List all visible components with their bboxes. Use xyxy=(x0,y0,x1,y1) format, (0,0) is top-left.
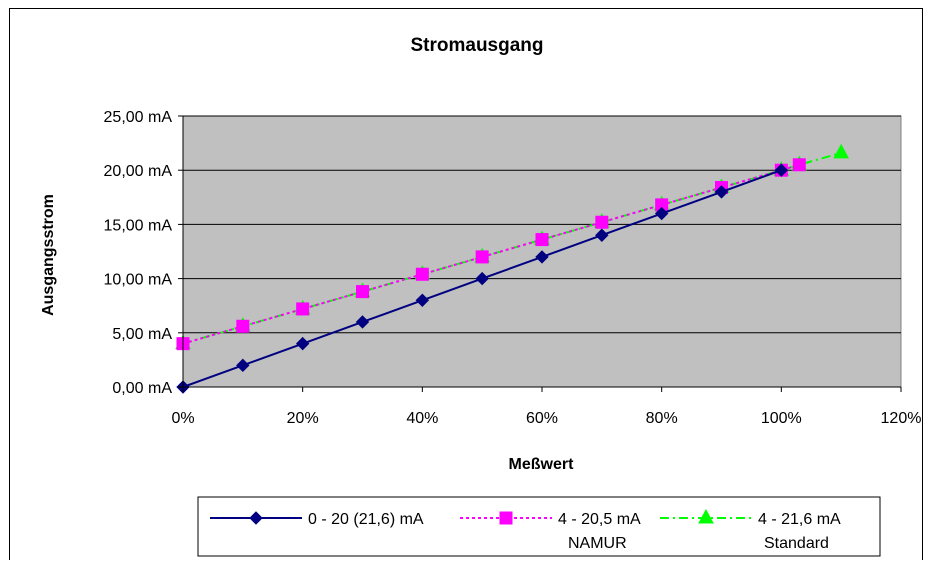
data-point xyxy=(236,319,250,333)
y-axis-title: Ausgangsstrom xyxy=(40,194,57,316)
legend-label-line2: NAMUR xyxy=(568,535,627,552)
data-point xyxy=(595,215,609,229)
data-point xyxy=(355,315,370,329)
chart-title: Stromausgang xyxy=(410,35,543,56)
y-tick-label: 25,00 mA xyxy=(104,109,173,126)
legend-label: 4 - 21,6 mA xyxy=(758,511,841,528)
legend-item: 4 - 21,6 mA Standard xyxy=(660,508,841,552)
legend-item: 4 - 20,5 mA NAMUR xyxy=(460,511,641,552)
axes: 0,00 mA 5,00 mA 10,00 mA 15,00 mA 20,00 mA 25… xyxy=(104,109,922,427)
y-tick-label: 0,00 mA xyxy=(112,380,172,397)
data-point xyxy=(535,233,549,247)
data-point xyxy=(296,302,310,316)
legend-label: 4 - 20,5 mA xyxy=(558,511,641,528)
x-tick-label: 0% xyxy=(171,410,194,427)
data-point xyxy=(356,285,369,299)
series-square xyxy=(176,158,806,351)
legend-box xyxy=(197,496,881,557)
data-point xyxy=(475,250,489,264)
legend-swatch-marker xyxy=(499,511,513,525)
y-tick-label: 15,00 mA xyxy=(104,217,173,234)
legend-item: 0 - 20 (21,6) mA xyxy=(210,511,424,528)
x-tick-label: 120% xyxy=(881,410,922,427)
legend-swatch-marker xyxy=(249,511,263,525)
data-point xyxy=(714,185,729,199)
data-point xyxy=(475,271,489,286)
legend-label-line2: Standard xyxy=(764,535,829,552)
legend: 0 - 20 (21,6) mA 4 - 20,5 mA NAMUR 4 - 21,6… xyxy=(197,496,881,557)
x-tick-label: 40% xyxy=(406,410,438,427)
chart-frame: Stromausgang 0,00 mA 5,00 mA 10,00 mA 15,00… xyxy=(9,8,923,560)
data-point xyxy=(295,336,310,351)
data-point xyxy=(415,267,429,281)
y-tick-label: 20,00 mA xyxy=(104,163,173,180)
chart-svg: Stromausgang 0,00 mA 5,00 mA 10,00 mA 15,00… xyxy=(40,35,922,557)
data-point xyxy=(595,228,609,242)
data-point xyxy=(236,358,250,373)
data-point xyxy=(774,163,789,177)
data-point xyxy=(792,158,806,172)
grid-lines xyxy=(183,115,901,334)
legend-swatch-marker xyxy=(698,508,714,524)
series-diamond xyxy=(176,163,789,394)
x-tick-label: 80% xyxy=(646,410,678,427)
data-point xyxy=(833,143,850,159)
x-tick-label: 20% xyxy=(287,410,319,427)
x-tick-label: 60% xyxy=(526,410,558,427)
series-line xyxy=(182,163,800,345)
y-tick-label: 10,00 mA xyxy=(104,272,173,289)
data-point xyxy=(415,293,430,307)
data-point xyxy=(535,250,549,264)
x-tick-label: 100% xyxy=(761,410,802,427)
legend-label: 0 - 20 (21,6) mA xyxy=(308,511,424,528)
series-layer xyxy=(175,143,850,394)
data-point xyxy=(654,206,669,221)
x-axis-title: Meßwert xyxy=(509,456,575,473)
y-tick-label: 5,00 mA xyxy=(112,326,172,343)
